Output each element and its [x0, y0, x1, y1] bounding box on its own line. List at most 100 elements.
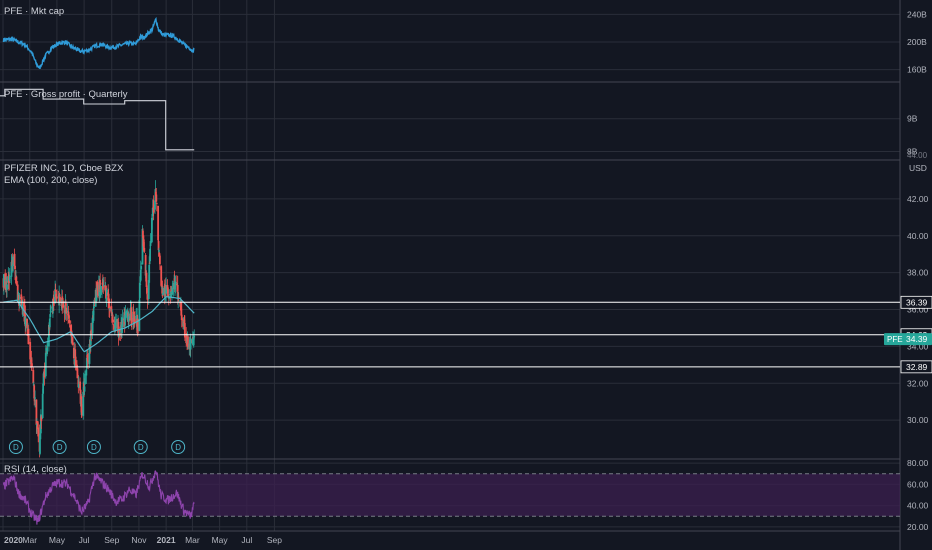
- candle-body[interactable]: [85, 369, 88, 376]
- candle-body[interactable]: [49, 311, 52, 312]
- candle-body[interactable]: [111, 313, 114, 315]
- candle-body[interactable]: [143, 247, 146, 252]
- candle-body[interactable]: [87, 360, 90, 362]
- candle-body[interactable]: [132, 311, 135, 323]
- candle-body[interactable]: [110, 306, 113, 313]
- candle-body[interactable]: [74, 356, 77, 366]
- candle-body[interactable]: [177, 293, 180, 300]
- candle-body[interactable]: [59, 297, 61, 302]
- candle-body[interactable]: [93, 305, 96, 307]
- candle-body[interactable]: [93, 306, 95, 309]
- candle-body[interactable]: [73, 359, 76, 362]
- candle-body[interactable]: [42, 383, 45, 394]
- candle-body[interactable]: [39, 414, 42, 434]
- candle-body[interactable]: [193, 336, 196, 338]
- mktcap-series-line[interactable]: [2, 16, 195, 70]
- candle-body[interactable]: [89, 330, 92, 345]
- candle-body[interactable]: [85, 357, 88, 369]
- dividend-marker[interactable]: [86, 440, 101, 454]
- mktcap-pane[interactable]: [2, 16, 195, 70]
- candle-body[interactable]: [185, 336, 188, 344]
- candle-body[interactable]: [77, 383, 80, 388]
- candle-body[interactable]: [9, 277, 12, 279]
- candle-body[interactable]: [31, 363, 33, 368]
- candle-body[interactable]: [32, 370, 35, 384]
- dividend-marker[interactable]: [8, 440, 23, 454]
- candle-body[interactable]: [142, 230, 144, 238]
- candle-body[interactable]: [90, 329, 93, 335]
- candle-body[interactable]: [77, 379, 80, 388]
- candle-body[interactable]: [55, 293, 57, 297]
- candle-body[interactable]: [166, 284, 169, 290]
- candle-body[interactable]: [110, 310, 113, 314]
- candle-body[interactable]: [68, 316, 70, 318]
- candle-body[interactable]: [8, 280, 11, 283]
- candle-body[interactable]: [152, 204, 155, 213]
- candle-body[interactable]: [35, 399, 38, 425]
- candle-body[interactable]: [64, 300, 67, 312]
- candle-body[interactable]: [142, 235, 145, 244]
- candle-body[interactable]: [105, 289, 108, 296]
- candle-body[interactable]: [14, 265, 16, 270]
- candle-body[interactable]: [148, 264, 151, 283]
- dividend-marker[interactable]: [133, 440, 148, 454]
- candle-body[interactable]: [151, 218, 154, 221]
- candle-body[interactable]: [102, 285, 105, 286]
- candle-body[interactable]: [149, 240, 152, 246]
- candle-body[interactable]: [105, 297, 108, 302]
- candle-body[interactable]: [138, 299, 141, 332]
- candle-body[interactable]: [23, 305, 26, 316]
- candle-body[interactable]: [43, 369, 46, 378]
- candle-body[interactable]: [158, 250, 160, 252]
- candle-body[interactable]: [174, 281, 177, 285]
- candle-body[interactable]: [52, 301, 54, 311]
- candle-body[interactable]: [76, 364, 78, 371]
- candle-body[interactable]: [124, 315, 127, 322]
- candle-body[interactable]: [157, 205, 160, 241]
- candle-body[interactable]: [192, 336, 195, 340]
- dividend-marker[interactable]: [171, 440, 186, 454]
- candle-body[interactable]: [64, 312, 66, 314]
- candle-body[interactable]: [137, 331, 139, 333]
- candle-body[interactable]: [69, 325, 72, 334]
- candle-body[interactable]: [134, 319, 136, 323]
- candle-body[interactable]: [144, 254, 147, 276]
- candle-body[interactable]: [48, 318, 51, 328]
- rsi-pane[interactable]: [0, 470, 900, 525]
- candle-body[interactable]: [165, 286, 168, 294]
- candle-body[interactable]: [30, 359, 33, 367]
- candle-body[interactable]: [154, 191, 157, 196]
- candle-body[interactable]: [162, 292, 164, 295]
- candle-body[interactable]: [27, 328, 30, 345]
- candle-body[interactable]: [39, 434, 41, 454]
- candle-body[interactable]: [158, 255, 161, 265]
- candle-body[interactable]: [155, 194, 158, 202]
- candle-body[interactable]: [158, 252, 161, 257]
- candle-body[interactable]: [46, 347, 49, 355]
- candle-body[interactable]: [66, 310, 69, 313]
- candle-body[interactable]: [24, 318, 27, 326]
- candle-body[interactable]: [12, 256, 15, 266]
- candle-body[interactable]: [118, 329, 121, 332]
- candle-body[interactable]: [183, 323, 186, 338]
- candle-body[interactable]: [107, 292, 110, 301]
- candle-body[interactable]: [44, 352, 47, 377]
- candle-body[interactable]: [114, 321, 117, 331]
- candle-body[interactable]: [179, 300, 181, 302]
- candle-body[interactable]: [150, 217, 153, 243]
- candle-body[interactable]: [55, 297, 58, 299]
- candle-body[interactable]: [64, 303, 67, 306]
- candle-body[interactable]: [174, 281, 176, 290]
- candle-body[interactable]: [42, 373, 45, 385]
- candle-body[interactable]: [108, 298, 110, 308]
- candle-body[interactable]: [99, 289, 102, 295]
- candle-body[interactable]: [189, 339, 192, 350]
- candle-body[interactable]: [21, 304, 24, 310]
- candle-body[interactable]: [92, 310, 95, 321]
- candle-body[interactable]: [180, 314, 183, 321]
- candle-body[interactable]: [96, 281, 99, 296]
- candle-body[interactable]: [138, 282, 141, 298]
- candle-body[interactable]: [63, 309, 66, 314]
